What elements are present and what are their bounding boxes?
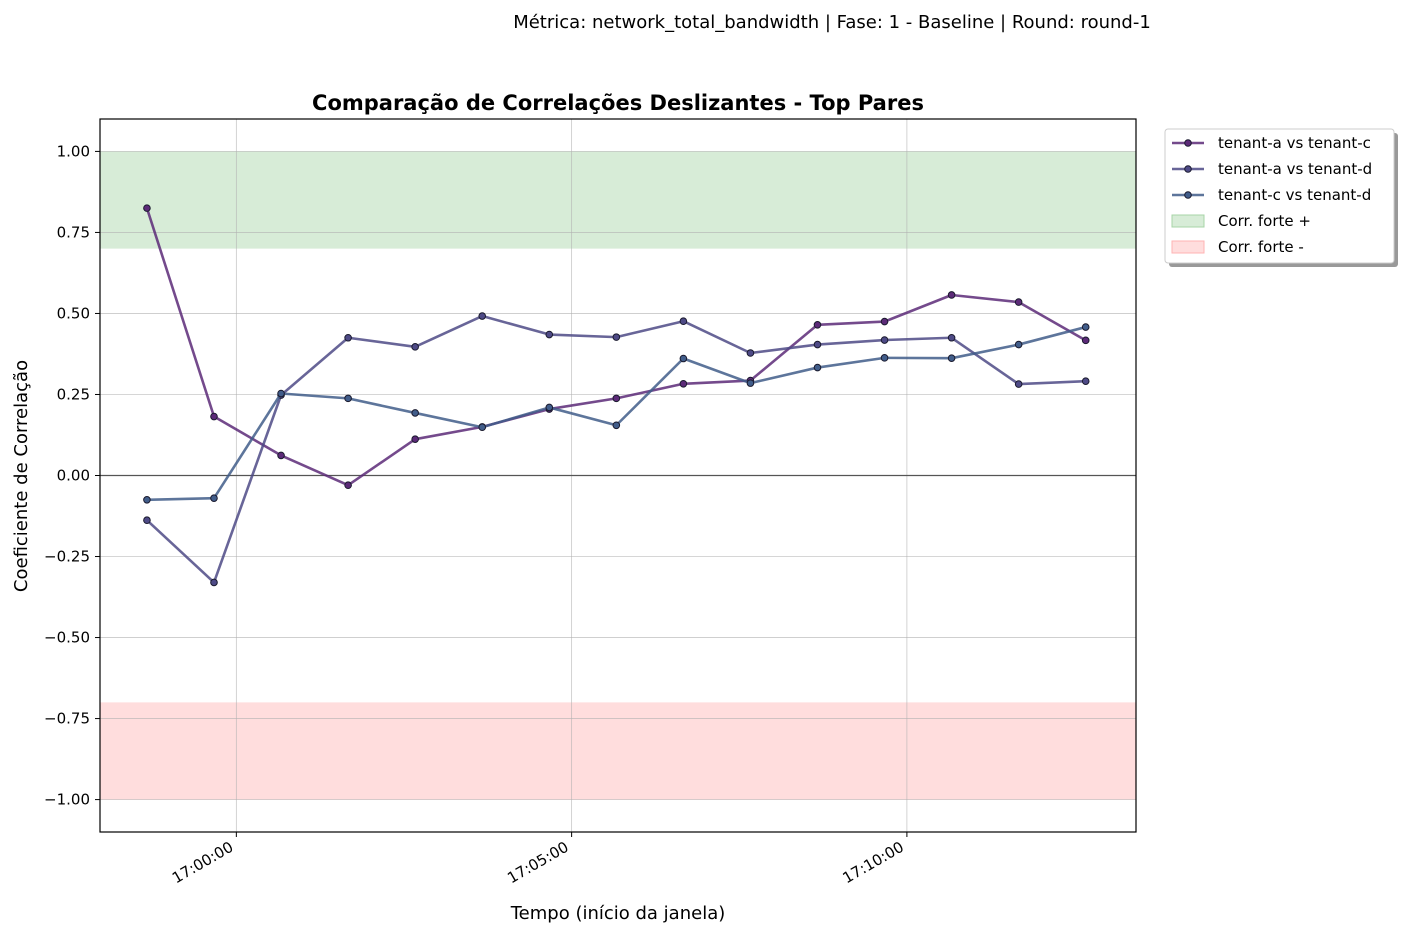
legend-marker xyxy=(1184,191,1192,199)
x-tick-label: 17:00:00 xyxy=(169,838,236,887)
legend-label: Corr. forte - xyxy=(1218,238,1304,256)
data-point xyxy=(947,291,956,299)
data-point xyxy=(1081,323,1090,331)
y-tick-label: −0.25 xyxy=(44,548,90,566)
y-tick-label: 0.50 xyxy=(57,304,90,322)
y-tick-label: −0.50 xyxy=(44,629,90,647)
figure-suptitle: Métrica: network_total_bandwidth | Fase:… xyxy=(513,12,1151,33)
legend-item-band-2: Corr. forte - xyxy=(1171,238,1304,256)
data-point xyxy=(746,379,755,387)
data-point xyxy=(344,481,352,490)
x-tick-label: 17:05:00 xyxy=(504,838,571,887)
y-tick-label: 0.75 xyxy=(57,223,90,241)
data-point xyxy=(813,363,822,372)
y-tick-label: −0.75 xyxy=(44,710,90,728)
data-point xyxy=(344,333,352,342)
legend-label: Corr. forte + xyxy=(1218,212,1311,230)
data-point xyxy=(545,403,554,412)
data-point xyxy=(478,423,487,432)
data-point xyxy=(545,330,554,339)
data-point xyxy=(411,435,419,444)
legend-box xyxy=(1164,128,1395,264)
legend-label: tenant-a vs tenant-c xyxy=(1218,134,1371,152)
data-point xyxy=(1014,298,1023,306)
legend-label: tenant-a vs tenant-d xyxy=(1218,160,1372,178)
legend-item-series-1: tenant-a vs tenant-c xyxy=(1172,134,1371,152)
data-point xyxy=(143,516,151,525)
y-tick-label: 0.25 xyxy=(57,385,90,403)
data-point xyxy=(344,394,352,403)
x-tick-label: 17:10:00 xyxy=(840,838,907,887)
legend-label: tenant-c vs tenant-d xyxy=(1218,186,1371,204)
series-layer xyxy=(143,204,1090,587)
data-point xyxy=(813,340,822,349)
legend-marker xyxy=(1184,139,1192,147)
data-point xyxy=(679,379,688,388)
data-point xyxy=(947,333,956,342)
y-axis: 1.00 0.75 0.50 0.25 0.00 −0.25 −0.50 −0.75 −1.00 xyxy=(44,142,100,809)
data-point xyxy=(143,204,151,212)
data-point xyxy=(679,354,688,363)
data-point xyxy=(1014,340,1023,349)
data-point xyxy=(612,394,621,403)
series-3 xyxy=(143,323,1090,504)
legend-swatch xyxy=(1171,240,1205,254)
data-point xyxy=(277,389,285,398)
data-point xyxy=(277,451,285,460)
band-0 xyxy=(100,151,1136,249)
legend-item-band-1: Corr. forte + xyxy=(1171,212,1311,230)
data-point xyxy=(612,421,621,430)
data-point xyxy=(880,317,889,326)
data-point xyxy=(1081,377,1090,385)
series-line xyxy=(146,325,1087,502)
legend-marker xyxy=(1184,165,1192,173)
band-1 xyxy=(100,702,1136,800)
series-line xyxy=(145,207,1087,487)
data-point xyxy=(880,354,889,362)
data-point xyxy=(411,409,419,417)
data-point xyxy=(210,494,218,502)
data-point xyxy=(679,317,688,326)
legend-item-series-3: tenant-c vs tenant-d xyxy=(1172,186,1371,204)
data-point xyxy=(813,320,822,329)
legend-swatch xyxy=(1171,214,1205,228)
data-point xyxy=(210,412,218,421)
data-point xyxy=(143,496,151,504)
y-tick-label: −1.00 xyxy=(44,791,90,809)
y-tick-label: 1.00 xyxy=(57,142,90,160)
series-line xyxy=(146,314,1086,584)
data-point xyxy=(947,354,956,362)
data-point xyxy=(880,336,889,344)
data-point xyxy=(1081,336,1090,345)
y-tick-label: 0.00 xyxy=(57,467,90,485)
x-axis: 17:00:00 17:05:00 17:10:00 xyxy=(169,832,908,887)
data-point xyxy=(478,312,487,320)
legend-item-series-2: tenant-a vs tenant-d xyxy=(1172,160,1372,178)
data-point xyxy=(210,578,218,587)
chart-title: Comparação de Correlações Deslizantes - … xyxy=(312,91,924,115)
y-axis-label: Coeficiente de Correlação xyxy=(11,360,32,592)
data-point xyxy=(612,333,621,341)
series-2 xyxy=(143,312,1090,587)
x-axis-label: Tempo (início da janela) xyxy=(510,903,726,924)
data-point xyxy=(1014,380,1023,388)
data-point xyxy=(746,349,755,357)
data-point xyxy=(411,343,419,351)
legend: tenant-a vs tenant-c tenant-a vs tenant-d… xyxy=(1164,128,1398,267)
